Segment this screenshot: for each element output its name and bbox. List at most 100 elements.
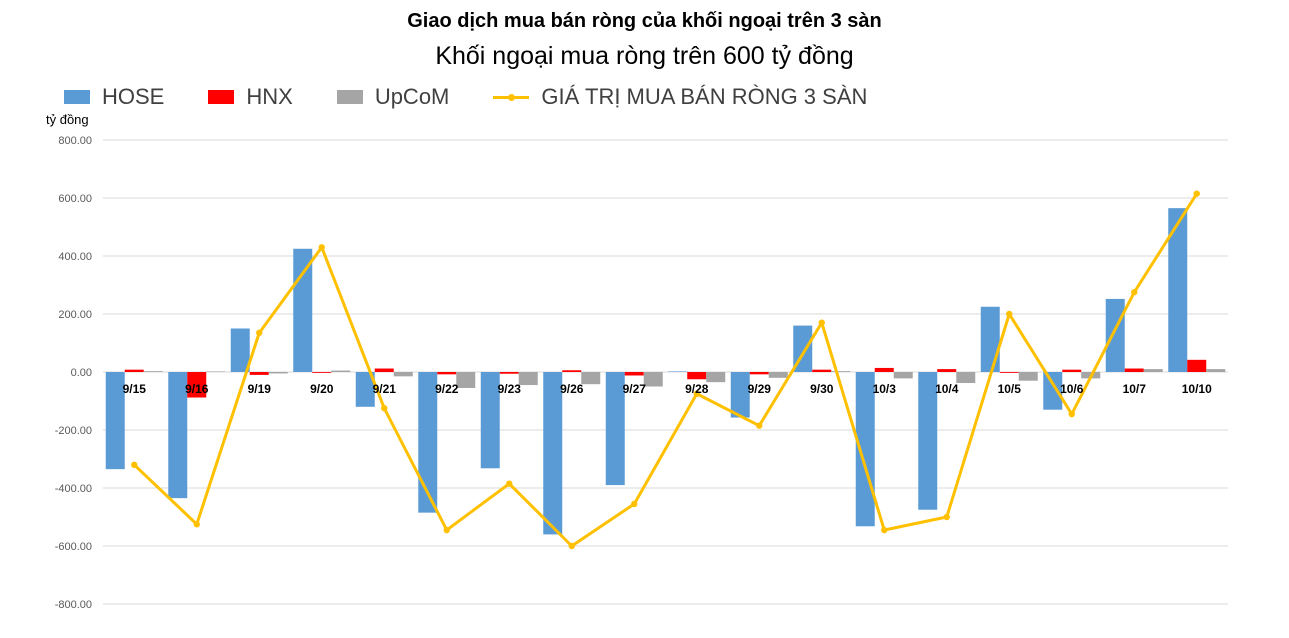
line-point-10-3 (881, 526, 888, 534)
bar-hose-9-21 (355, 372, 375, 407)
bar-upcom-10-10 (1206, 369, 1226, 372)
chart-title: Giao dịch mua bán ròng của khối ngoại tr… (407, 10, 882, 32)
y-tick-label: -600.00 (55, 541, 92, 553)
bar-hose-10-5 (980, 306, 1000, 372)
bar-hnx-9-15 (124, 369, 144, 372)
line-point-9-23 (506, 480, 513, 487)
bar-hnx-9-16 (187, 372, 207, 398)
x-tick-label: 10/7 (1123, 382, 1147, 396)
bar-hose-9-26 (543, 372, 563, 535)
bar-hose-9-20 (293, 248, 313, 372)
bar-hose-10-4 (918, 372, 938, 510)
line-point-9-20 (318, 244, 325, 251)
legend-item-total: GIÁ TRỊ MUA BÁN RÒNG 3 SÀN (493, 84, 867, 110)
y-tick-label: 800.00 (58, 135, 92, 147)
legend-swatch-upcom (336, 90, 363, 104)
legend-label-hose: HOSE (102, 84, 165, 109)
line-point-10-10 (1193, 190, 1200, 197)
legend-label-upcom: UpCoM (374, 84, 450, 109)
line-point-9-30 (818, 319, 825, 326)
bar-hnx-10-3 (874, 367, 894, 372)
bar-hose-10-6 (1043, 372, 1063, 410)
bar-hnx-9-23 (499, 372, 519, 374)
x-tick-label: 10/3 (873, 382, 897, 396)
line-point-9-29 (756, 422, 763, 429)
line-total-net (133, 192, 1199, 548)
bar-upcom-9-26 (581, 372, 601, 385)
bar-upcom-9-23 (518, 372, 538, 386)
legend-swatch-marker (508, 94, 516, 101)
y-tick-label: 200.00 (58, 309, 92, 321)
bar-hnx-10-6 (1062, 369, 1082, 372)
x-tick-label: 9/27 (623, 382, 647, 396)
x-tick-label: 9/20 (310, 382, 334, 396)
line-point-9-19 (256, 329, 263, 337)
bar-hose-10-10 (1168, 208, 1188, 372)
line-point-9-16 (193, 521, 200, 528)
line-point-10-4 (943, 513, 950, 521)
y-tick-label: 0.00 (71, 367, 92, 379)
bar-upcom-9-15 (143, 371, 163, 372)
x-tick-label: 9/21 (373, 382, 397, 396)
bar-hose-9-22 (418, 372, 438, 513)
line-point-10-5 (1006, 310, 1013, 318)
y-tick-label: -200.00 (55, 425, 92, 437)
bar-hnx-9-20 (312, 372, 332, 373)
bar-upcom-9-21 (393, 372, 413, 377)
y-axis-unit-label: tỷ đồng (46, 112, 89, 127)
legend: HOSE HNX UpCoM GIÁ TRỊ MUA BÁN RÒNG 3 SÀ… (64, 84, 911, 110)
legend-label-hnx: HNX (246, 84, 293, 109)
line-point-10-6 (1068, 410, 1075, 418)
x-tick-label: 9/23 (498, 382, 522, 396)
bar-hnx-10-5 (999, 372, 1019, 373)
legend-item-hnx: HNX (208, 84, 293, 110)
bar-hnx-9-21 (374, 368, 394, 372)
x-tick-label: 10/10 (1182, 382, 1212, 396)
x-tick-label: 9/28 (685, 382, 709, 396)
line-point-10-7 (1131, 289, 1138, 296)
line-point-9-15 (131, 461, 138, 468)
bar-upcom-9-29 (768, 372, 788, 378)
line-point-9-26 (568, 542, 575, 550)
x-tick-label: 10/5 (998, 382, 1022, 396)
bar-upcom-9-27 (643, 372, 663, 387)
x-tick-label: 10/6 (1060, 382, 1084, 396)
x-tick-label: 9/19 (248, 382, 272, 396)
bar-hose-9-28 (668, 371, 688, 372)
x-tick-label: 9/16 (185, 382, 209, 396)
x-tick-label: 9/26 (560, 382, 584, 396)
x-tick-label: 9/30 (810, 382, 834, 396)
legend-label-total: GIÁ TRỊ MUA BÁN RÒNG 3 SÀN (541, 84, 868, 109)
bar-hnx-9-30 (812, 369, 832, 372)
bar-hose-9-23 (480, 372, 500, 469)
bar-upcom-9-28 (706, 372, 726, 383)
bar-hnx-9-28 (687, 372, 707, 380)
bar-hnx-10-10 (1187, 359, 1207, 372)
line-point-9-28 (693, 390, 700, 397)
bar-hnx-9-19 (249, 372, 269, 375)
line-point-9-27 (631, 500, 638, 508)
bar-hnx-9-22 (437, 372, 457, 375)
legend-item-upcom: UpCoM (336, 84, 450, 110)
bar-hose-9-19 (230, 328, 250, 372)
bar-hose-10-7 (1105, 298, 1125, 372)
bar-upcom-9-30 (831, 371, 851, 372)
bar-upcom-9-19 (268, 372, 288, 374)
bar-upcom-9-22 (456, 372, 476, 388)
legend-item-hose: HOSE (64, 84, 164, 110)
y-tick-label: 400.00 (58, 251, 92, 263)
bar-hose-9-27 (605, 372, 625, 486)
x-tick-label: 9/15 (123, 382, 147, 396)
x-tick-label: 10/4 (935, 382, 959, 396)
bar-upcom-9-20 (331, 370, 351, 372)
bar-upcom-10-3 (893, 372, 913, 379)
bar-hose-9-16 (168, 372, 188, 499)
bar-hnx-9-26 (562, 370, 582, 372)
x-tick-labels: 9/15 9/16 9/19 9/20 9/21 9/22 9/23 9/26 9/27 9/28… (123, 382, 1213, 396)
y-tick-label: 600.00 (58, 193, 92, 205)
bar-series (105, 208, 1226, 535)
bar-hose-9-29 (730, 372, 750, 418)
chart-subtitle: Khối ngoại mua ròng trên 600 tỷ đồng (435, 42, 854, 70)
bar-upcom-10-5 (1018, 372, 1038, 381)
